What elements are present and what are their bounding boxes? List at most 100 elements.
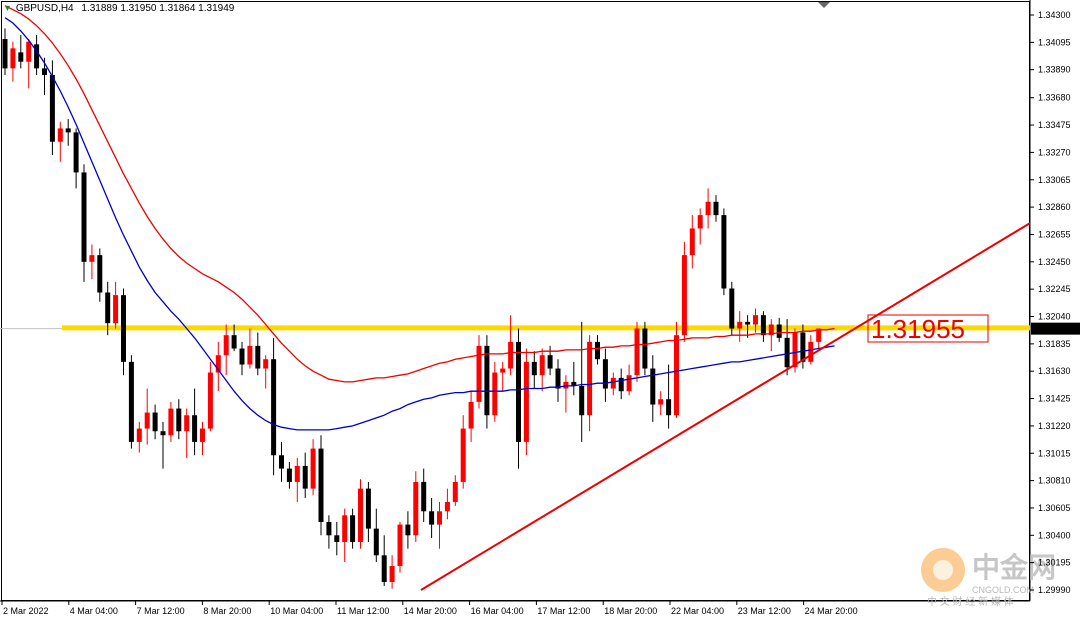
watermark: 中金网 CNGOLD.COM 中 文 财 经 新 媒 体 — [921, 548, 1056, 608]
candle — [452, 475, 458, 506]
candle — [579, 321, 585, 442]
candle-body — [784, 337, 790, 368]
time-tick-label: 24 Mar 20:00 — [805, 606, 858, 616]
watermark-brand: 中金网 — [972, 551, 1056, 583]
watermark-logo-inner-icon — [933, 560, 953, 580]
candle — [255, 332, 261, 376]
header-ohlc: 1.31889 1.31950 1.31864 1.31949 — [81, 3, 234, 14]
candle — [113, 281, 119, 329]
candle-body — [610, 377, 616, 389]
candle-body — [405, 524, 411, 536]
candle — [310, 439, 316, 496]
time-tick-label: 11 Mar 12:00 — [337, 606, 389, 616]
candle-body — [587, 341, 593, 416]
candle — [200, 421, 205, 456]
candle — [231, 324, 237, 352]
candle — [286, 461, 292, 489]
candle-body — [223, 335, 229, 356]
candle-body — [42, 68, 47, 76]
candle-body — [460, 428, 466, 482]
candle-body — [239, 348, 245, 365]
candle — [128, 355, 134, 449]
candle-body — [523, 361, 529, 442]
candle-body — [144, 412, 150, 429]
price-tick-label: 1.34095 — [1038, 37, 1071, 47]
candle — [753, 308, 758, 333]
candle — [563, 375, 569, 413]
time-tick-label: 16 Mar 04:00 — [471, 606, 524, 616]
price-tick-label: 1.32860 — [1038, 202, 1071, 212]
candle — [26, 39, 32, 89]
price-tick-label: 1.31220 — [1038, 421, 1071, 431]
moving-averages — [4, 5, 835, 431]
time-tick-label: 23 Mar 12:00 — [738, 606, 791, 616]
candle-body — [286, 468, 292, 482]
candle — [555, 359, 561, 402]
candle-body — [571, 381, 577, 386]
candle — [729, 281, 735, 336]
candle-body — [10, 48, 16, 69]
price-tick-label: 1.33475 — [1038, 120, 1071, 130]
candle-body — [555, 368, 561, 389]
watermark-url: CNGOLD.COM — [972, 585, 1034, 595]
ma-fast-line — [4, 17, 835, 431]
candle — [57, 121, 63, 162]
candle — [429, 497, 435, 538]
candle — [34, 35, 40, 76]
candle — [705, 188, 711, 229]
candle-body — [65, 128, 71, 133]
candle — [413, 471, 419, 542]
candle-body — [2, 39, 8, 69]
candle-body — [768, 324, 774, 336]
candle-body — [263, 359, 269, 369]
candle — [460, 415, 466, 489]
candle — [642, 321, 648, 376]
price-tick-label: 1.33065 — [1038, 175, 1071, 185]
candle — [784, 319, 790, 376]
candle-body — [721, 215, 727, 289]
trendline-group — [420, 222, 1031, 591]
candle-body — [365, 488, 371, 529]
candle-body — [57, 128, 63, 142]
candle-body — [547, 355, 553, 369]
scroll-marker-icon[interactable] — [818, 2, 830, 8]
candle-body — [800, 332, 806, 362]
candle-body — [413, 481, 419, 536]
price-tick-label: 1.33890 — [1038, 65, 1071, 75]
candle-body — [200, 428, 205, 442]
candle-body — [531, 361, 537, 376]
price-tick-label: 1.30810 — [1038, 476, 1071, 486]
candle-body — [381, 555, 387, 582]
horizontal-level — [0, 325, 1030, 331]
candle-body — [492, 372, 498, 416]
candle-body — [776, 324, 782, 338]
candle — [523, 348, 529, 456]
candle — [508, 315, 514, 376]
candle — [160, 421, 166, 469]
candle-body — [271, 359, 277, 456]
candle — [294, 457, 300, 502]
candle-body — [595, 341, 600, 360]
candle-body — [207, 372, 213, 429]
candle — [405, 511, 411, 549]
candle-body — [697, 215, 703, 229]
candle-body — [113, 295, 119, 324]
candle — [73, 128, 79, 189]
candle — [271, 337, 277, 476]
trendline[interactable] — [420, 222, 1031, 591]
price-tick-label: 1.29990 — [1038, 585, 1071, 595]
price-tick-label: 1.30400 — [1038, 530, 1071, 540]
candle — [318, 435, 324, 536]
price-tick-label: 1.33270 — [1038, 147, 1071, 157]
candle — [437, 501, 442, 549]
candle — [168, 401, 174, 442]
candle-body — [579, 385, 585, 416]
candle-body — [618, 377, 624, 392]
price-tick-label: 1.32655 — [1038, 229, 1071, 239]
candle — [681, 241, 687, 342]
candle-body — [34, 44, 40, 69]
candle-body — [73, 132, 79, 173]
candle-body — [516, 341, 521, 442]
candle — [381, 535, 387, 586]
